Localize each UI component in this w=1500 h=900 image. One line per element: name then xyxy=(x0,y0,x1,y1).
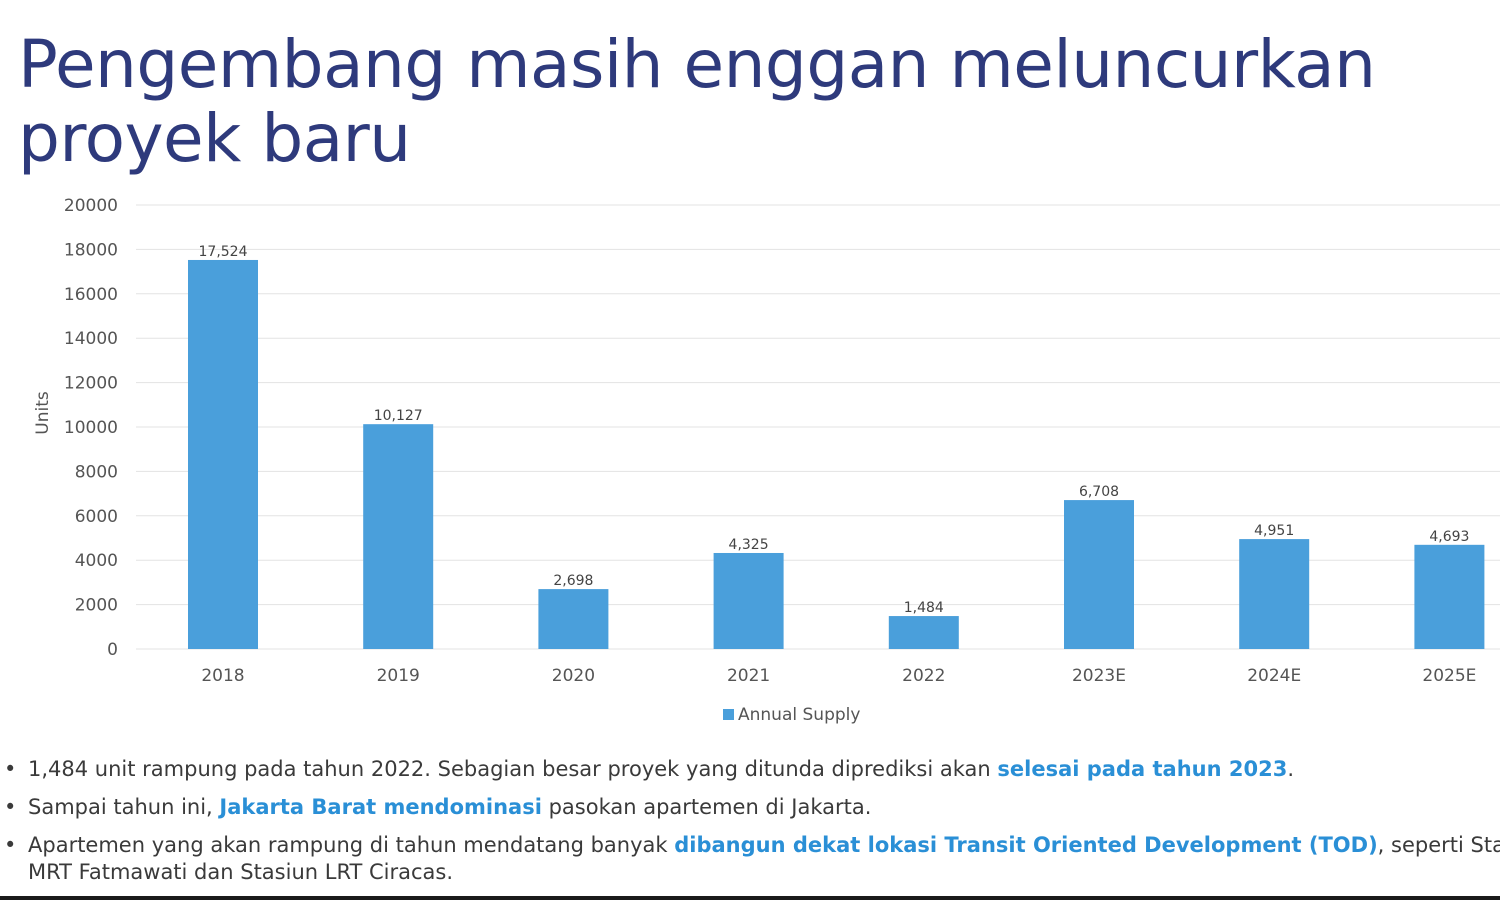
y-tick-label: 2000 xyxy=(75,596,118,616)
highlight-3: dibangun dekat lokasi Transit Oriented D… xyxy=(674,833,1378,857)
y-tick-label: 18000 xyxy=(64,240,118,260)
highlight-1: selesai pada tahun 2023 xyxy=(997,757,1288,781)
y-tick-label: 6000 xyxy=(75,507,118,527)
x-tick-label-2022: 2022 xyxy=(902,666,945,686)
x-tick-label-2021: 2021 xyxy=(727,666,770,686)
bar-2021 xyxy=(713,552,784,649)
y-tick-label: 4000 xyxy=(75,551,118,571)
data-label-2022: 1,484 xyxy=(904,600,944,616)
y-tick-label: 8000 xyxy=(75,462,118,482)
bar-2025E xyxy=(1414,544,1485,649)
x-tick-label-2020: 2020 xyxy=(552,666,595,686)
bar-2024E xyxy=(1239,539,1310,649)
y-axis-ticks: 0 2000 4000 6000 8000 10000 12000 14000 16000 180… xyxy=(64,196,118,660)
bullet-1: 1,484 unit rampung pada tahun 2022. Seba… xyxy=(0,756,1500,783)
x-axis-ticks: 2018 2019 2020 2021 2022 2023E 2024E 2025E xyxy=(201,666,1476,686)
data-label-2019: 10,127 xyxy=(374,408,423,424)
x-tick-label-2025E: 2025E xyxy=(1422,666,1476,686)
y-tick-label: 10000 xyxy=(64,418,118,438)
data-label-2021: 4,325 xyxy=(729,537,769,553)
bar-2022 xyxy=(888,616,959,649)
bar-2019 xyxy=(363,424,434,649)
data-labels: 17,524 10,127 2,698 4,325 1,484 6,708 4,951 4,6… xyxy=(199,244,1470,616)
legend: Annual Supply xyxy=(723,705,860,725)
x-tick-label-2018: 2018 xyxy=(201,666,244,686)
data-label-2023E: 6,708 xyxy=(1079,484,1119,500)
y-axis-label: Units xyxy=(33,391,53,435)
bottom-bar xyxy=(0,896,1500,900)
bar-2023E xyxy=(1064,500,1134,649)
highlight-2: Jakarta Barat mendominasi xyxy=(219,795,542,819)
y-tick-label: 14000 xyxy=(64,329,118,349)
x-tick-label-2019: 2019 xyxy=(377,666,420,686)
bullet-3: Apartemen yang akan rampung di tahun men… xyxy=(0,832,1500,886)
data-label-2025E: 4,693 xyxy=(1429,529,1469,545)
y-tick-label: 0 xyxy=(107,640,118,660)
data-label-2024E: 4,951 xyxy=(1254,523,1294,539)
bar-2020 xyxy=(538,589,609,649)
bar-chart: 0 2000 4000 6000 8000 10000 12000 14000 16000 180… xyxy=(33,196,1500,725)
y-tick-label: 20000 xyxy=(64,196,118,216)
bullet-list: 1,484 unit rampung pada tahun 2022. Seba… xyxy=(0,756,1500,886)
x-tick-label-2024E: 2024E xyxy=(1247,666,1301,686)
data-label-2020: 2,698 xyxy=(553,573,593,589)
bars xyxy=(188,259,1485,649)
bullet-2: Sampai tahun ini, Jakarta Barat mendomin… xyxy=(0,794,1500,821)
y-tick-label: 12000 xyxy=(64,374,118,394)
legend-label-annual-supply: Annual Supply xyxy=(738,705,860,725)
x-tick-label-2023E: 2023E xyxy=(1072,666,1126,686)
data-label-2018: 17,524 xyxy=(199,244,248,260)
legend-swatch-annual-supply xyxy=(723,709,734,720)
page-title: Pengembang masih enggan meluncurkan proy… xyxy=(18,26,1376,177)
bar-2018 xyxy=(188,259,258,649)
y-tick-label: 16000 xyxy=(64,285,118,305)
